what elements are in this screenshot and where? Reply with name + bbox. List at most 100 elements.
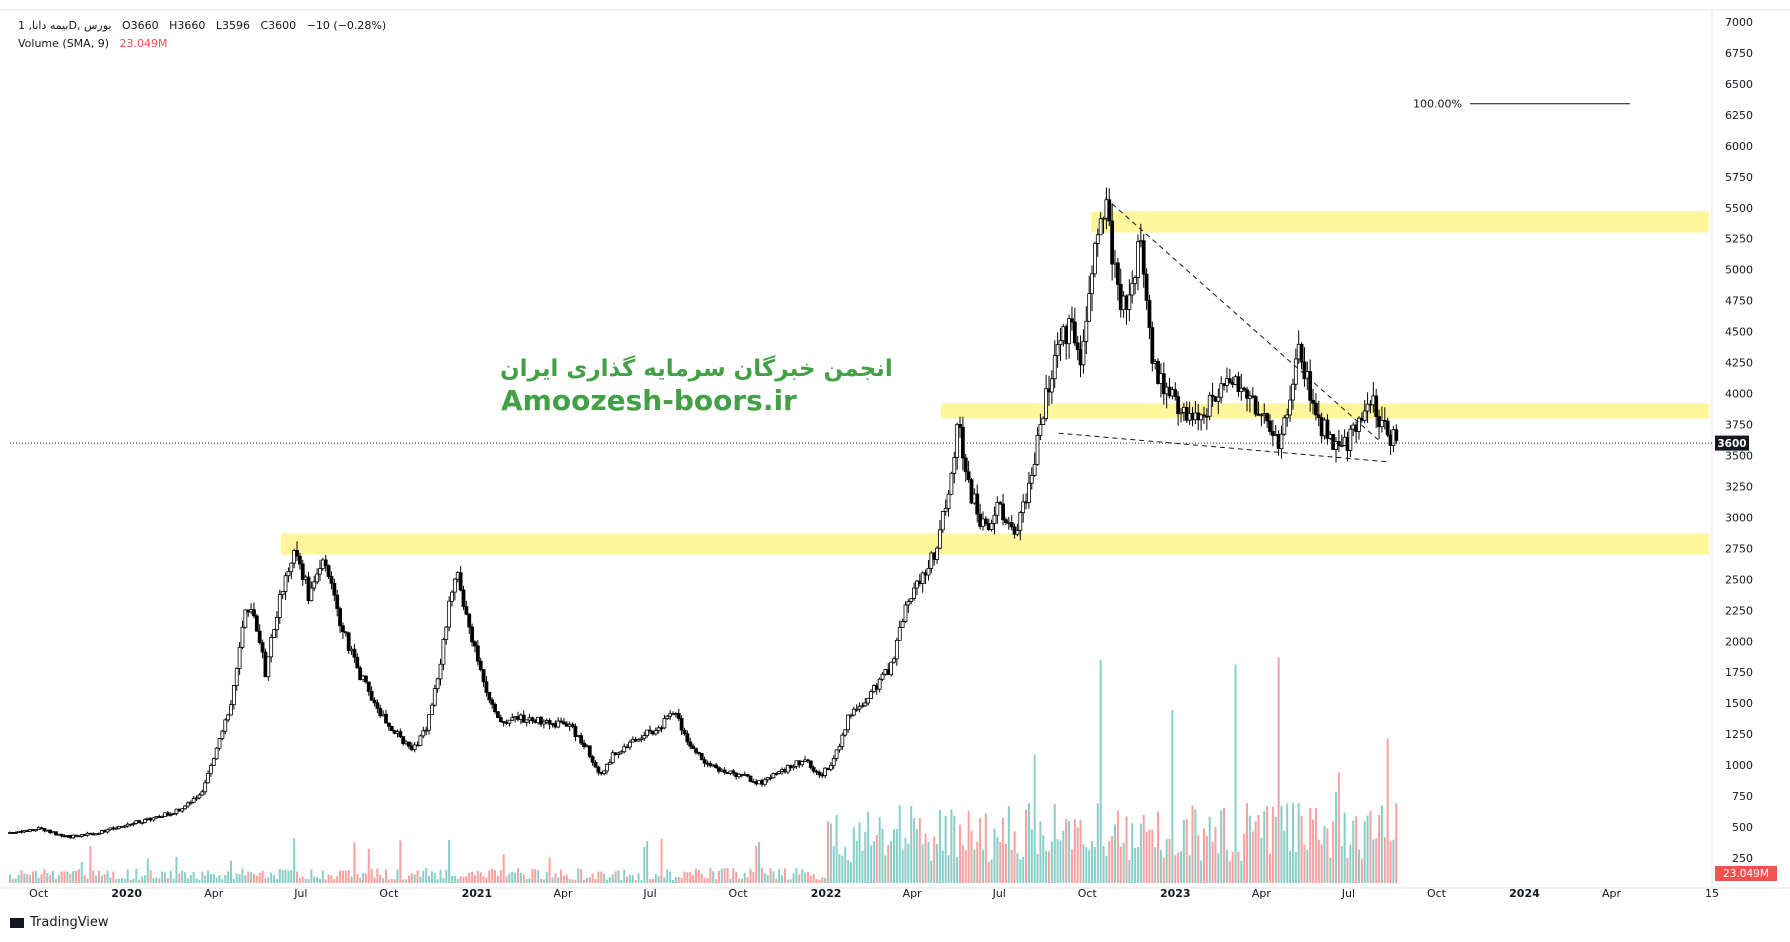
candle-body [1041,418,1046,425]
price-tick-label: 2750 [1725,542,1753,555]
candle-body [1090,273,1094,295]
volume-bar [706,878,709,883]
volume-bar [324,879,327,883]
candle-body [1093,242,1097,275]
candle-body [975,493,980,515]
candle-body [906,601,911,606]
volume-bar [152,877,155,883]
chart-legend: بیمه دانا, 1D, بورس O3660 H3660 L3596 C3… [18,17,393,53]
candle-body [1291,383,1295,401]
candle-body [481,669,486,683]
volume-bar [1105,856,1108,883]
candle-body [808,760,813,768]
candle-body [1311,399,1315,404]
candle-body [1095,234,1100,244]
volume-bar [1266,806,1269,883]
candle-body [828,765,833,770]
volume-bar [893,829,896,883]
volume-bar [1283,830,1286,883]
volume-bar [1268,853,1271,883]
candle-body [338,608,342,627]
volume-bar [95,875,98,883]
volume-bar [591,873,594,883]
volume-bar [915,828,918,883]
volume-bar [1065,818,1068,883]
candle-body [1265,413,1270,422]
candle-body [140,821,144,824]
time-tick-label: 2021 [462,887,493,900]
volume-bar [362,872,365,883]
symbol-label[interactable]: بیمه دانا, 1D, بورس [18,19,112,32]
candle-body [1130,282,1135,296]
volume-bar [508,873,511,883]
volume-bar [712,871,715,883]
candle-body [946,493,951,509]
time-axis[interactable]: Oct 2020 Apr Jul Oct 2021 Apr Jul Oct 2022 Apr Jul O… [29,887,1719,900]
volume-bar [103,874,106,883]
volume-bar [944,815,947,883]
candle-body [237,646,242,669]
candle-body [292,550,297,564]
volume-indicator-label[interactable]: Volume (SMA, 9) [18,37,109,50]
candle-body [1236,376,1241,393]
candle-body [685,733,690,743]
volume-bar [221,879,224,883]
volume-bar [1300,815,1303,883]
candle-body [653,730,658,735]
volume-bar [815,878,818,883]
volume-bar [649,879,652,883]
candle-body [1087,293,1092,322]
candle-body [226,714,231,721]
candle-body [252,609,256,617]
candle-body [421,730,426,737]
change-value: −10 (−0.28%) [306,19,387,32]
volume-bar [766,874,769,883]
tradingview-logo[interactable]: TradingView [10,915,109,930]
volume-bar [281,870,284,883]
volume-bar [465,876,468,883]
price-axis[interactable]: 7000 6750 6500 6250 6000 5750 5500 5250 5000 4750… [1725,16,1753,865]
time-tick-label: Oct [729,887,749,900]
candle-body [688,741,693,747]
volume-bar [158,878,161,883]
time-tick-label: 15 [1705,887,1719,900]
volume-bar [476,870,479,883]
volume-bar [657,876,660,883]
candle-body [929,552,934,569]
volume-bar [792,873,795,883]
candle-body [231,685,236,706]
candle-body [811,767,816,772]
volume-bar [456,879,459,883]
volume-bar [189,874,192,883]
candle-body [1282,417,1287,435]
volume-bar [749,869,752,883]
volume-bar [350,876,353,883]
volume-bar [1030,829,1033,883]
volume-bar [318,878,321,883]
price-tick-label: 2250 [1725,604,1753,617]
volume-bar [161,871,164,883]
volume-bar [950,809,953,883]
candle-body [427,714,431,731]
candle-body [1293,358,1298,385]
volume-bar [631,875,634,883]
candle-body [203,782,208,793]
candle-body [1288,399,1292,416]
open-value: O3660 [121,19,159,32]
volume-bar [112,871,115,883]
candle-body [1009,521,1014,528]
volume-bar [901,849,904,883]
candle-body [151,817,156,821]
candle-body [59,833,64,837]
volume-bar [198,879,201,883]
volume-bar [494,870,497,883]
volume-bar [86,878,89,883]
volume-bar [1182,820,1185,883]
volume-bar [1162,857,1165,883]
last-price-text: 3600 [1717,438,1746,450]
volume-bar [643,846,646,883]
volume-bar [1363,821,1366,883]
candle-body [903,604,908,623]
volume-bar [703,877,706,883]
